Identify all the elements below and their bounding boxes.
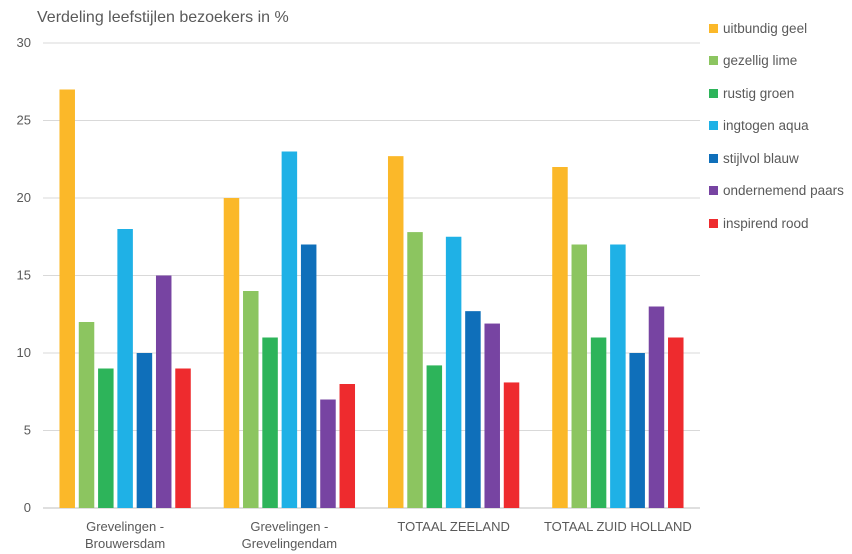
gridlines — [43, 42, 700, 509]
legend-item: uitbundig geel — [709, 12, 844, 45]
legend-item: stijlvol blauw — [709, 142, 844, 175]
legend-label: gezellig lime — [723, 53, 798, 69]
bar-ondernemend-paars-1 — [155, 275, 172, 508]
bar-rustig-groen-2 — [262, 337, 278, 508]
legend-label: uitbundig geel — [723, 20, 808, 36]
legend-swatch — [709, 56, 718, 66]
bar-rustig-groen-4 — [590, 337, 607, 508]
legend-item: inspirend rood — [709, 207, 844, 240]
chart-title: Verdeling leefstijlen bezoekers in % — [37, 9, 289, 26]
x-category-label: Grevelingen - — [250, 519, 328, 534]
bar-inspirend-rood-4 — [668, 337, 684, 508]
x-category-label: Grevelingendam — [242, 536, 337, 551]
bar-gezellig-lime-4 — [571, 244, 588, 508]
bar-gezellig-lime-3 — [407, 232, 423, 508]
bar-rustig-groen-1 — [98, 368, 114, 508]
legend-label: rustig groen — [723, 85, 795, 101]
legend-swatch — [709, 23, 718, 33]
y-tick-label: 15 — [17, 268, 31, 283]
bar-stijlvol-blauw-3 — [465, 311, 481, 508]
bar-ingtogen-aqua-2 — [281, 151, 298, 508]
bars — [59, 89, 684, 508]
bar-ingtogen-aqua-1 — [117, 229, 133, 508]
bar-stijlvol-blauw-4 — [629, 353, 645, 508]
bar-gezellig-lime-1 — [78, 322, 95, 508]
y-tick-label: 30 — [17, 35, 31, 50]
bar-gezellig-lime-2 — [243, 291, 259, 508]
bar-ingtogen-aqua-4 — [610, 244, 626, 508]
y-tick-label: 10 — [17, 345, 31, 360]
bar-uitbundig-geel-1 — [59, 89, 75, 508]
bar-ingtogen-aqua-3 — [445, 236, 462, 508]
legend-swatch — [709, 88, 718, 98]
x-axis-category-labels: Grevelingen - Brouwersdam Grevelingen - Gre… — [85, 519, 692, 551]
x-category-label: TOTAAL ZEELAND — [397, 519, 509, 534]
y-tick-label: 0 — [24, 500, 31, 515]
bar-ondernemend-paars-2 — [320, 399, 336, 508]
bar-ondernemend-paars-4 — [648, 306, 665, 508]
bar-uitbundig-geel-2 — [223, 198, 240, 508]
legend-label: stijlvol blauw — [723, 150, 799, 166]
legend-swatch — [709, 121, 718, 131]
legend-item: ingtogen aqua — [709, 110, 844, 143]
x-category-label: TOTAAL ZUID HOLLAND — [544, 519, 692, 534]
bar-stijlvol-blauw-1 — [136, 353, 153, 508]
legend: uitbundig geel gezellig lime rustig groen i… — [709, 12, 844, 240]
legend-item: rustig groen — [709, 77, 844, 110]
bar-rustig-groen-3 — [426, 365, 443, 508]
legend-swatch — [709, 153, 718, 163]
bar-stijlvol-blauw-2 — [300, 244, 317, 508]
legend-swatch — [709, 186, 718, 196]
bar-ondernemend-paars-3 — [484, 323, 500, 508]
y-tick-label: 20 — [17, 190, 31, 205]
legend-item: gezellig lime — [709, 45, 844, 78]
bar-inspirend-rood-2 — [339, 384, 356, 508]
legend-swatch — [709, 218, 718, 228]
bar-inspirend-rood-1 — [175, 368, 191, 508]
bar-uitbundig-geel-4 — [552, 167, 568, 508]
bar-uitbundig-geel-3 — [387, 156, 404, 508]
legend-label: ingtogen aqua — [723, 118, 809, 134]
y-tick-label: 25 — [17, 113, 31, 128]
y-axis-tick-labels: 0 5 10 15 20 25 30 — [17, 35, 31, 515]
legend-item: ondernemend paars — [709, 175, 844, 208]
bar-inspirend-rood-3 — [503, 382, 520, 508]
x-category-label: Brouwersdam — [85, 536, 165, 551]
legend-label: ondernemend paars — [723, 183, 844, 199]
x-category-label: Grevelingen - — [86, 519, 164, 534]
legend-label: inspirend rood — [723, 215, 809, 231]
y-tick-label: 5 — [24, 423, 31, 438]
